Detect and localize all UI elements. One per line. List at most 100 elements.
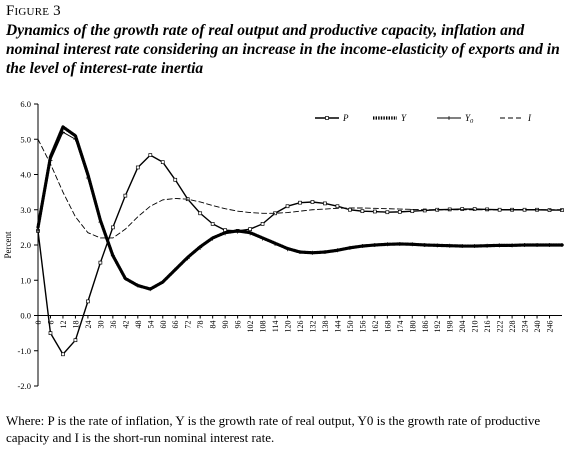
- x-tick-label: 12: [59, 321, 68, 329]
- series-line-y: [36, 125, 564, 291]
- data-point-y0: [472, 244, 477, 249]
- data-point-y0: [447, 243, 452, 248]
- x-tick-label: 186: [421, 321, 430, 333]
- data-point-p: [48, 331, 53, 335]
- data-point-p: [373, 209, 377, 214]
- x-tick-label: 132: [308, 321, 317, 333]
- data-point-p: [160, 160, 165, 165]
- x-tick-label: 6: [46, 321, 55, 325]
- data-point-y0: [173, 267, 178, 272]
- data-point-y0: [148, 287, 153, 292]
- data-point-y0: [73, 137, 78, 142]
- x-tick-label: 216: [483, 321, 492, 333]
- x-tick-label: 144: [333, 321, 342, 333]
- data-point-y0: [248, 231, 253, 236]
- data-point-y0: [360, 244, 365, 249]
- data-point-p: [298, 200, 302, 205]
- legend-marker: [447, 116, 451, 120]
- data-point-y0: [36, 228, 40, 233]
- data-point-p: [397, 210, 402, 214]
- data-point-y0: [547, 243, 552, 247]
- y-tick-label: -1.0: [18, 346, 31, 356]
- legend-label-y: Y: [401, 113, 407, 123]
- data-point-p: [310, 200, 315, 204]
- data-point-y0: [497, 243, 502, 248]
- data-point-y0: [110, 253, 115, 258]
- y-tick-label: -2.0: [18, 381, 31, 391]
- data-point-y0: [235, 229, 240, 234]
- x-tick-label: 168: [383, 321, 392, 333]
- x-tick-label: 228: [508, 321, 517, 333]
- data-point-y0: [347, 245, 352, 250]
- data-point-p: [210, 221, 215, 226]
- data-point-p: [98, 260, 103, 265]
- data-point-y0: [98, 220, 103, 225]
- y-tick-label: 5.0: [20, 134, 31, 144]
- figure-title: Dynamics of the growth rate of real outp…: [6, 22, 560, 77]
- data-point-p: [73, 338, 78, 343]
- data-point-p: [123, 193, 128, 198]
- figure-note: Where: P is the rate of inflation, Y is …: [6, 413, 541, 445]
- x-tick-label: 18: [71, 321, 80, 329]
- y-tick-label: 6.0: [20, 99, 31, 109]
- data-point-y0: [422, 243, 427, 247]
- data-point-p: [348, 207, 352, 212]
- data-point-p: [472, 207, 477, 211]
- data-point-y0: [385, 242, 390, 247]
- x-tick-label: 198: [446, 321, 455, 333]
- x-tick-label: 156: [358, 321, 367, 333]
- y-tick-label: 4.0: [20, 170, 31, 180]
- x-tick-label: 36: [109, 321, 118, 329]
- x-tick-label: 78: [196, 321, 205, 329]
- data-point-y0: [135, 283, 140, 288]
- data-point-y0: [460, 244, 465, 249]
- data-point-p: [173, 177, 178, 182]
- legend-label-i: I: [527, 113, 532, 123]
- x-tick-label: 42: [121, 321, 130, 329]
- x-tick-label: 174: [396, 321, 405, 333]
- x-tick-label: 240: [533, 321, 542, 333]
- data-point-y0: [322, 250, 327, 255]
- data-point-p: [248, 227, 252, 231]
- x-tick-label: 24: [84, 321, 93, 329]
- data-point-p: [148, 153, 153, 157]
- x-tick-label: 222: [496, 321, 505, 333]
- data-point-y0: [123, 276, 128, 281]
- data-point-y0: [485, 243, 490, 248]
- x-tick-label: 0: [34, 321, 43, 325]
- data-point-y0: [372, 243, 377, 247]
- data-point-p: [111, 225, 115, 230]
- x-tick-label: 30: [96, 321, 105, 329]
- series-line-i: [37, 138, 563, 239]
- x-tick-label: 96: [234, 321, 243, 329]
- x-tick-label: 84: [209, 321, 218, 329]
- x-tick-label: 120: [284, 321, 293, 333]
- legend-label-y0: Y0: [465, 113, 474, 125]
- x-tick-label: 48: [134, 321, 143, 329]
- data-point-y0: [335, 248, 340, 253]
- data-point-p: [335, 204, 340, 209]
- x-tick-label: 114: [271, 321, 280, 333]
- x-tick-label: 60: [159, 321, 168, 329]
- data-point-y0: [560, 243, 564, 247]
- data-point-y0: [223, 231, 228, 236]
- x-tick-label: 192: [433, 321, 442, 333]
- data-point-p: [86, 299, 90, 304]
- y-tick-label: 1.0: [20, 275, 31, 285]
- legend-marker: [325, 116, 329, 120]
- data-point-y0: [185, 256, 190, 261]
- x-tick-label: 138: [321, 321, 330, 333]
- data-point-p: [135, 165, 140, 170]
- data-point-y0: [160, 280, 165, 285]
- y-tick-label: 0.0: [20, 311, 31, 321]
- x-tick-label: 66: [171, 321, 180, 329]
- x-tick-label: 180: [408, 321, 417, 333]
- data-point-y0: [298, 250, 302, 255]
- data-point-y0: [410, 242, 415, 247]
- y-tick-label: 3.0: [20, 205, 31, 215]
- data-point-p: [260, 221, 265, 226]
- x-tick-label: 102: [246, 321, 255, 333]
- data-point-y0: [310, 250, 315, 255]
- data-point-p: [385, 210, 390, 215]
- data-point-p: [285, 204, 290, 209]
